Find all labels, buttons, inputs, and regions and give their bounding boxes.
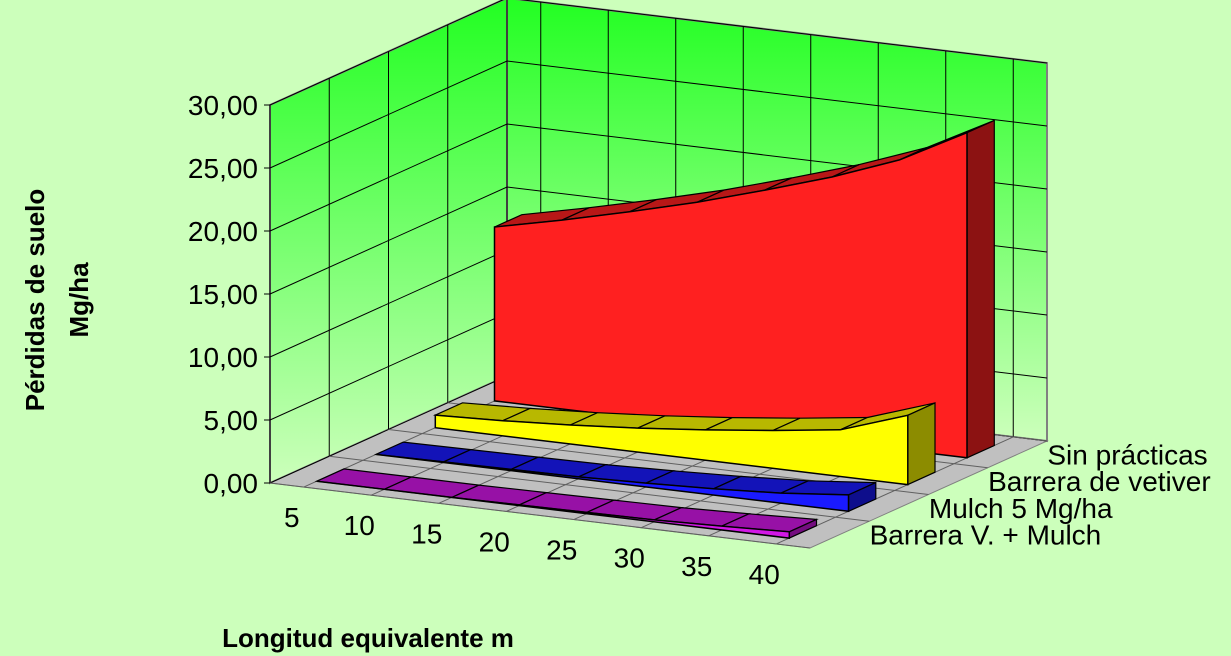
z-floor-gridline [329, 455, 870, 522]
x-tick-label: 35 [681, 551, 712, 582]
x-tick-label: 40 [749, 559, 780, 590]
series-end-cap [966, 119, 995, 459]
y-tick-label: 20,00 [188, 216, 258, 247]
y-axis-title-line1: Pérdidas de suelo [20, 189, 50, 412]
series-label-3: Sin prácticas [1047, 439, 1207, 470]
series-mulch-5-mg-ha [373, 441, 877, 513]
series-label-0: Barrera V. + Mulch [870, 520, 1102, 551]
x-axis-title: Longitud equivalente m [222, 623, 514, 653]
y-axis-ticks: 0,00 5,00 10,00 15,00 20,00 25,00 30,00 [188, 90, 270, 499]
y-tick-label: 25,00 [188, 153, 258, 184]
x-tick-label: 25 [546, 535, 577, 566]
series-sin-pr-cticas [493, 119, 995, 459]
series-label-1: Mulch 5 Mg/ha [929, 493, 1113, 524]
x-axis-ticks: 5 10 15 20 25 30 35 40 [284, 502, 780, 590]
x-tick-label: 15 [411, 518, 442, 549]
series-barrera-v-mulch [314, 468, 819, 540]
x-tick-label: 30 [614, 543, 645, 574]
y-tick-label: 5,00 [204, 405, 259, 436]
series-end-cap [907, 401, 936, 486]
series-front-face [375, 453, 850, 513]
x-tick-label: 5 [284, 502, 300, 533]
series-label-2: Barrera de vetiver [988, 466, 1211, 497]
z-floor-gridline [269, 482, 811, 549]
series-front-face [316, 480, 791, 539]
x-tick-label: 10 [344, 510, 375, 541]
y-tick-label: 0,00 [204, 468, 259, 499]
y-tick-label: 10,00 [188, 342, 258, 373]
series-barrera-de-vetiver [432, 401, 936, 486]
y-tick-label: 30,00 [188, 90, 258, 121]
y-axis-title-line2: Mg/ha [64, 262, 94, 338]
series-front-face [434, 414, 909, 486]
x-tick-label: 20 [479, 526, 510, 557]
y-gridline [269, 0, 1048, 106]
chart-series [314, 119, 995, 540]
y-tick-label: 15,00 [188, 279, 258, 310]
